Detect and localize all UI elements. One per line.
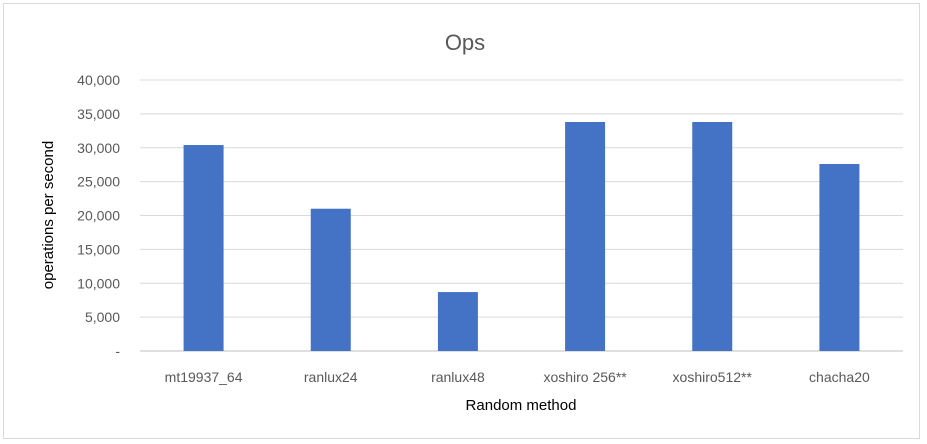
bar xyxy=(310,208,351,351)
bar xyxy=(183,145,224,351)
x-tick-label: chacha20 xyxy=(809,369,870,385)
x-axis-title: Random method xyxy=(466,397,577,414)
y-axis-ticks: - 5,000 10,000 15,000 20,000 25,000 30,000 35,0… xyxy=(77,72,120,359)
x-tick-label: ranlux48 xyxy=(431,369,485,385)
y-tick-label: - xyxy=(115,343,120,359)
bar xyxy=(437,292,478,351)
x-tick-label: ranlux24 xyxy=(304,369,358,385)
y-tick-label: 35,000 xyxy=(77,106,120,122)
chart-frame xyxy=(3,3,920,439)
y-tick-label: 10,000 xyxy=(77,275,120,291)
x-tick-label: mt19937_64 xyxy=(165,369,243,385)
gridlines xyxy=(140,79,903,352)
x-tick-label: xoshiro512** xyxy=(673,369,753,385)
bar xyxy=(819,164,860,351)
y-tick-label: 30,000 xyxy=(77,140,120,156)
y-axis-title: operations per second xyxy=(40,141,57,289)
bars xyxy=(183,122,860,351)
y-tick-label: 5,000 xyxy=(85,309,120,325)
x-axis-ticks: mt19937_64 ranlux24 ranlux48 xoshiro 256** x… xyxy=(165,369,870,385)
y-tick-label: 40,000 xyxy=(77,72,120,88)
chart-title: Ops xyxy=(445,30,485,55)
y-tick-label: 25,000 xyxy=(77,174,120,190)
y-tick-label: 15,000 xyxy=(77,241,120,257)
bar xyxy=(565,122,606,351)
bar xyxy=(692,122,733,351)
y-tick-label: 20,000 xyxy=(77,208,120,224)
x-tick-label: xoshiro 256** xyxy=(543,369,627,385)
